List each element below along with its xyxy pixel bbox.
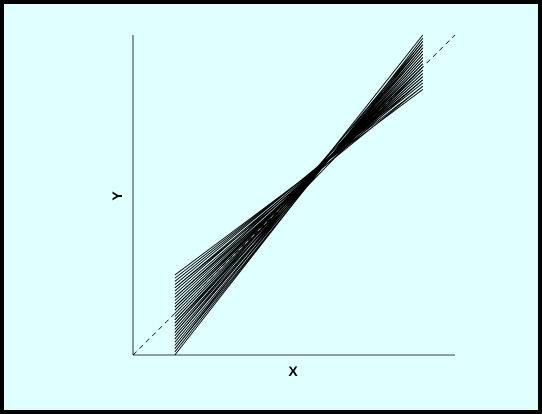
- series-line-30: [174, 41, 424, 340]
- series-line-29: [174, 34, 424, 349]
- y-axis-label: Y: [109, 191, 125, 201]
- series-line-28: [174, 89, 424, 276]
- series-line-36: [174, 44, 424, 333]
- x-axis-label: X: [288, 363, 298, 379]
- series-lines: [174, 34, 424, 356]
- series-line-35: [174, 66, 424, 324]
- series-line-34: [174, 85, 424, 289]
